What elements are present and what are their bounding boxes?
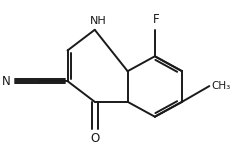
Text: F: F [153, 13, 159, 26]
Text: NH: NH [90, 16, 106, 26]
Text: O: O [90, 132, 99, 145]
Text: CH₃: CH₃ [212, 81, 231, 91]
Text: N: N [2, 75, 11, 88]
